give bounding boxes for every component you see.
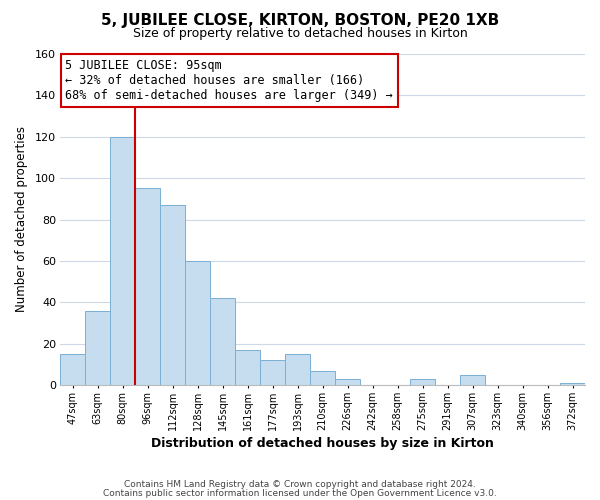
Bar <box>185 261 210 385</box>
Bar <box>335 379 360 385</box>
Text: 5 JUBILEE CLOSE: 95sqm
← 32% of detached houses are smaller (166)
68% of semi-de: 5 JUBILEE CLOSE: 95sqm ← 32% of detached… <box>65 59 393 102</box>
Bar <box>310 370 335 385</box>
Text: Size of property relative to detached houses in Kirton: Size of property relative to detached ho… <box>133 28 467 40</box>
Bar <box>235 350 260 385</box>
Bar <box>85 310 110 385</box>
Bar <box>60 354 85 385</box>
Text: Contains HM Land Registry data © Crown copyright and database right 2024.: Contains HM Land Registry data © Crown c… <box>124 480 476 489</box>
Bar <box>410 379 435 385</box>
Bar <box>260 360 285 385</box>
Text: 5, JUBILEE CLOSE, KIRTON, BOSTON, PE20 1XB: 5, JUBILEE CLOSE, KIRTON, BOSTON, PE20 1… <box>101 12 499 28</box>
Text: Contains public sector information licensed under the Open Government Licence v3: Contains public sector information licen… <box>103 488 497 498</box>
Y-axis label: Number of detached properties: Number of detached properties <box>15 126 28 312</box>
Bar <box>285 354 310 385</box>
Bar <box>210 298 235 385</box>
Bar <box>160 205 185 385</box>
Bar <box>460 374 485 385</box>
Bar <box>560 383 585 385</box>
X-axis label: Distribution of detached houses by size in Kirton: Distribution of detached houses by size … <box>151 437 494 450</box>
Bar <box>135 188 160 385</box>
Bar <box>110 136 135 385</box>
